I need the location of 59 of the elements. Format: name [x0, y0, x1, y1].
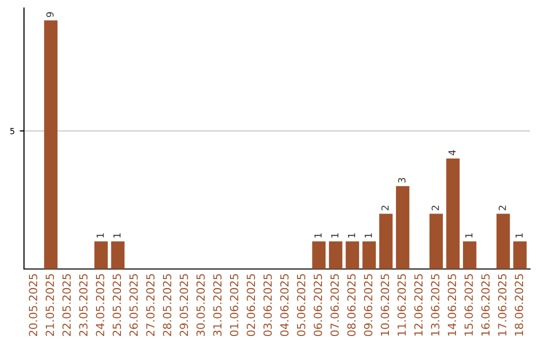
data-label: 1 — [331, 233, 338, 238]
x-tick-label: 20.05.2025 — [28, 274, 38, 336]
x-tick-label: 18.06.2025 — [514, 274, 524, 336]
x-tick-label: 21.05.2025 — [46, 274, 54, 336]
data-label: 2 — [498, 206, 506, 210]
data-label: 3 — [398, 178, 406, 183]
bar — [94, 241, 108, 269]
x-tick-label: 05.06.2025 — [296, 274, 306, 336]
x-tick-label: 11.06.2025 — [397, 274, 406, 336]
x-tick-label: 25.05.2025 — [112, 274, 122, 336]
x-tick-label: 22.05.2025 — [62, 274, 71, 336]
data-label: 1 — [348, 233, 356, 238]
x-tick-label: 04.06.2025 — [280, 274, 289, 336]
bar — [429, 214, 443, 269]
bar — [111, 241, 125, 269]
x-tick-label: 13.06.2025 — [430, 274, 440, 336]
data-label: 2 — [432, 206, 439, 210]
x-tick-label: 03.06.2025 — [263, 274, 272, 336]
x-tick-label: 30.05.2025 — [196, 274, 205, 336]
data-label: 4 — [448, 150, 456, 156]
x-tick-label: 17.06.2025 — [498, 274, 506, 336]
x-tick-label: 23.05.2025 — [79, 274, 88, 336]
x-tick-label: 27.05.2025 — [146, 274, 155, 336]
x-tick-label: 24.05.2025 — [96, 274, 104, 336]
bar — [379, 214, 393, 269]
bar — [462, 241, 476, 269]
x-tick-label: 06.06.2025 — [314, 274, 322, 336]
x-tick-label: 07.06.2025 — [330, 274, 339, 336]
x-tick-label: 14.06.2025 — [448, 274, 456, 336]
data-label: 1 — [96, 233, 104, 238]
bar — [362, 241, 376, 269]
x-tick-label: 29.05.2025 — [180, 274, 188, 336]
bar — [496, 214, 510, 269]
data-label: 1 — [113, 233, 121, 238]
data-label: 1 — [516, 233, 523, 238]
data-label: 2 — [381, 206, 389, 210]
data-label: 9 — [46, 12, 54, 18]
x-tick-label: 15.06.2025 — [464, 274, 473, 336]
x-tick-label: 01.06.2025 — [230, 274, 238, 336]
data-label: 1 — [364, 233, 372, 238]
bar — [44, 20, 58, 269]
x-tick-label: 31.05.2025 — [213, 274, 222, 336]
y-tick-label: 5 — [10, 128, 14, 134]
bar — [346, 241, 360, 269]
bar — [328, 241, 342, 269]
bar — [513, 241, 527, 269]
x-tick-label: 12.06.2025 — [414, 274, 423, 336]
x-tick-label: 08.06.2025 — [347, 274, 356, 336]
x-tick-label: 10.06.2025 — [380, 274, 390, 336]
data-label: 1 — [465, 233, 472, 238]
x-tick-label: 26.05.2025 — [129, 274, 138, 336]
bar — [312, 241, 326, 269]
x-tick-label: 16.06.2025 — [481, 274, 490, 336]
bar — [396, 186, 410, 269]
x-tick-label: 02.06.2025 — [246, 274, 256, 336]
x-tick-label: 09.06.2025 — [364, 274, 372, 336]
data-label: 1 — [314, 233, 322, 238]
bar — [446, 158, 460, 269]
x-tick-label: 28.05.2025 — [162, 274, 172, 336]
